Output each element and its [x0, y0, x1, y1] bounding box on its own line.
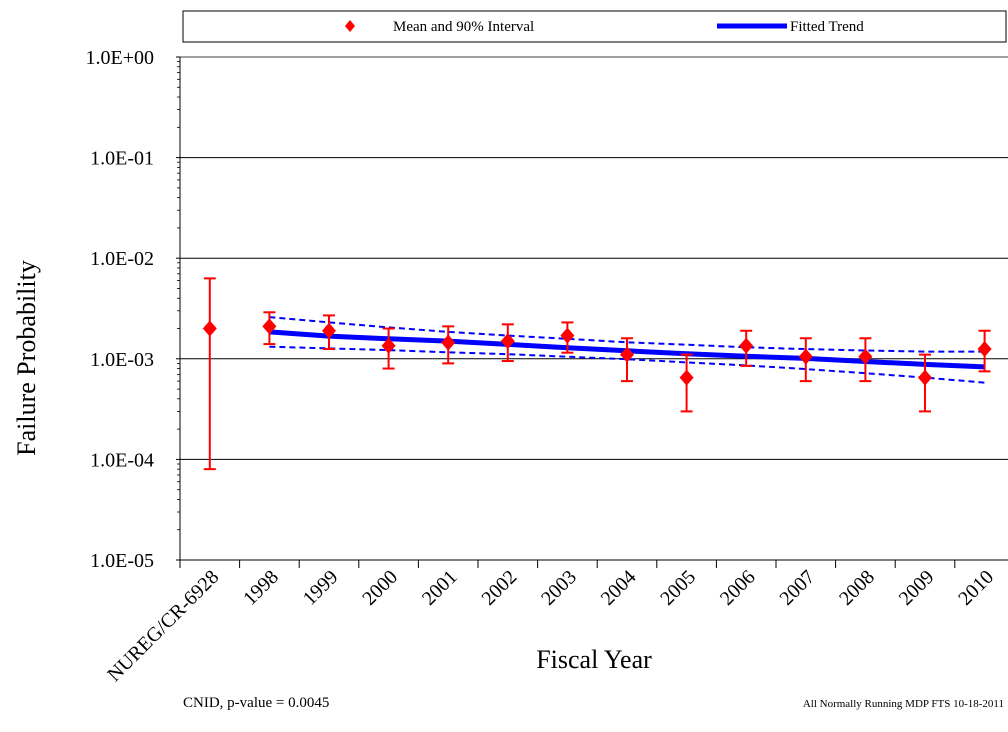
data-point — [739, 329, 754, 367]
legend-box — [182, 10, 1007, 43]
mean-diamond-marker — [560, 327, 575, 344]
x-tick-label: 2009 — [895, 566, 939, 610]
mean-diamond-marker — [858, 348, 873, 365]
x-axis-title: Fiscal Year — [536, 645, 652, 674]
legend-label-trend: Fitted Trend — [790, 19, 864, 35]
legend: Mean and 90% Interval Fitted Trend — [182, 10, 1007, 43]
data-point — [620, 337, 634, 383]
test-statistic-note: CNID, p-value = 0.0045 — [183, 695, 329, 711]
data-point — [322, 314, 336, 351]
data-point — [381, 327, 396, 370]
data-point — [560, 321, 575, 354]
x-tick-label: 2007 — [775, 566, 819, 610]
x-tick-label: 2000 — [358, 566, 402, 610]
mean-diamond-marker — [620, 346, 634, 363]
mean-diamond-marker — [679, 369, 694, 386]
data-point — [202, 277, 217, 471]
y-axis-title: Failure Probability — [12, 260, 41, 456]
mean-and-interval-points — [202, 277, 992, 471]
x-tick-label: 2008 — [835, 566, 879, 610]
x-tick-label: 2005 — [656, 566, 700, 610]
mean-diamond-marker — [202, 320, 217, 337]
source-note: All Normally Running MDP FTS 10-18-2011 — [803, 698, 1004, 710]
x-tick-label: 2003 — [537, 566, 581, 610]
data-point — [858, 337, 873, 383]
x-axis-ticks — [179, 560, 956, 568]
legend-diamond-marker — [345, 20, 355, 32]
data-point — [262, 311, 277, 346]
y-tick-labels: 1.0E+00 1.0E-01 1.0E-02 1.0E-03 1.0E-04 1.0E-… — [86, 47, 155, 572]
data-point — [918, 353, 932, 413]
y-tick-label: 1.0E-02 — [90, 248, 154, 270]
plot-area — [176, 56, 1008, 568]
data-point — [500, 323, 515, 363]
data-point — [679, 353, 694, 413]
y-tick-label: 1.0E+00 — [86, 47, 155, 69]
x-tick-label: 2010 — [954, 566, 998, 610]
data-point — [441, 325, 456, 365]
mean-diamond-marker — [441, 334, 456, 351]
y-axis-ticks — [176, 56, 180, 561]
mean-diamond-marker — [322, 322, 336, 339]
y-tick-label: 1.0E-04 — [90, 449, 154, 471]
x-tick-label: 2006 — [716, 566, 760, 610]
mean-diamond-marker — [262, 318, 277, 335]
x-tick-label: 2004 — [597, 566, 641, 610]
mean-diamond-marker — [977, 341, 992, 358]
x-tick-label: NUREG/CR-6928 — [103, 566, 223, 686]
x-tick-label: 1999 — [299, 566, 343, 610]
y-tick-label: 1.0E-05 — [90, 550, 154, 572]
mean-diamond-marker — [500, 333, 515, 350]
gridlines — [180, 157, 1008, 460]
y-tick-label: 1.0E-01 — [90, 148, 154, 170]
mean-diamond-marker — [798, 348, 813, 365]
data-point — [977, 329, 992, 373]
x-tick-label: 1998 — [239, 566, 283, 610]
x-tick-label: 2002 — [477, 566, 521, 610]
mean-diamond-marker — [381, 337, 396, 354]
legend-label-mean: Mean and 90% Interval — [393, 19, 534, 35]
mean-diamond-marker — [739, 337, 754, 354]
data-point — [798, 337, 813, 383]
y-tick-label: 1.0E-03 — [90, 349, 154, 371]
x-tick-label: 2001 — [418, 566, 462, 610]
mean-diamond-marker — [918, 369, 932, 386]
